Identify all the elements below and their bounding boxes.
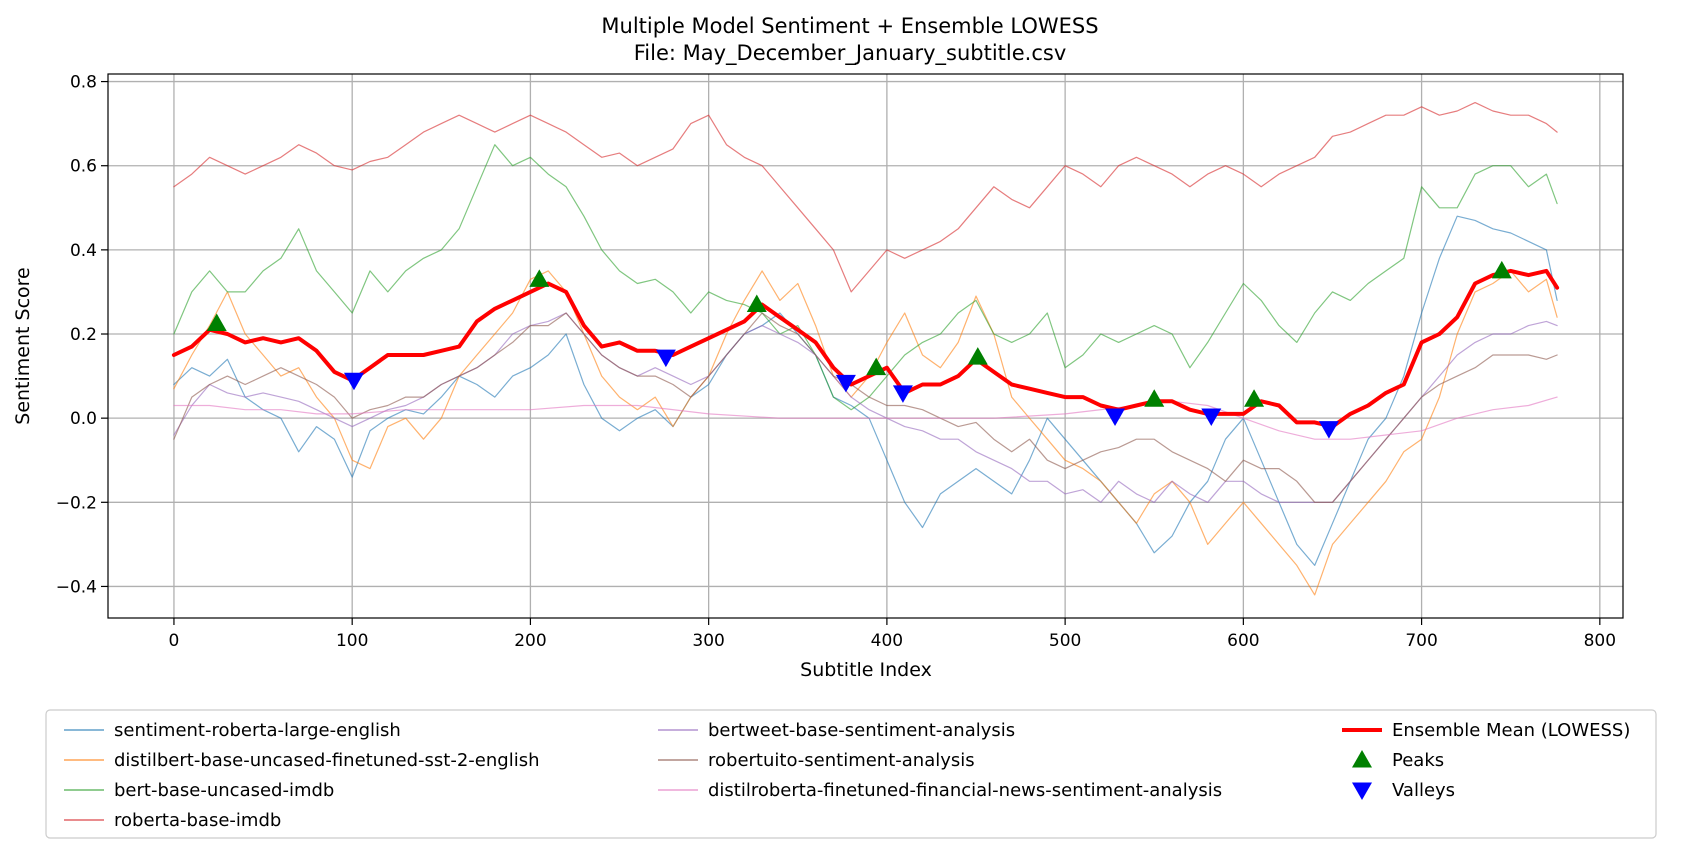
valley-marker: [892, 385, 913, 403]
peak-marker: [1144, 389, 1165, 407]
x-tick-label: 800: [1584, 631, 1616, 651]
ensemble-line: [171, 268, 1560, 429]
legend-label: roberta-base-imdb: [114, 810, 281, 831]
y-tick-label: 0.0: [70, 409, 97, 429]
x-tick-label: 400: [871, 631, 903, 651]
y-tick-label: 0.8: [70, 73, 97, 93]
peak-marker: [866, 357, 887, 376]
valley-marker: [835, 374, 856, 393]
x-axis-label: Subtitle Index: [800, 659, 932, 681]
x-tick-label: 300: [692, 631, 724, 651]
legend-swatch: [1352, 782, 1372, 800]
x-tick-label: 100: [336, 631, 368, 651]
chart-title: Multiple Model Sentiment + Ensemble LOWE…: [601, 14, 1098, 38]
series-line: [173, 215, 1558, 566]
axis-ticks: 0 100 200 300 400 500 600 700 800 −0.4 −0.2 0.0 0.2 0…: [56, 73, 1616, 651]
valley-marker: [655, 349, 676, 368]
legend-label: Peaks: [1392, 750, 1444, 771]
x-tick-label: 0: [169, 631, 180, 651]
peak-valley-markers: [206, 260, 1512, 439]
legend-label: Valleys: [1392, 780, 1455, 801]
legend-label: sentiment-roberta-large-english: [114, 720, 401, 741]
plot-frame: [107, 73, 1624, 619]
valley-marker: [1105, 408, 1126, 427]
x-tick-label: 200: [514, 631, 546, 651]
y-tick-label: −0.2: [56, 493, 97, 513]
grid: [108, 74, 1623, 618]
legend-label: distilroberta-finetuned-financial-news-s…: [708, 780, 1222, 801]
legend-swatch: [1352, 750, 1372, 768]
y-tick-label: 0.4: [70, 241, 97, 261]
peak-marker: [529, 269, 550, 287]
series-line: [173, 102, 1558, 293]
x-tick-label: 500: [1049, 631, 1081, 651]
legend-box: [45, 709, 1657, 839]
legend-label: Ensemble Mean (LOWESS): [1392, 720, 1630, 741]
peak-marker: [1244, 389, 1265, 407]
y-axis-label: Sentiment Score: [12, 267, 34, 424]
valley-marker: [1201, 408, 1222, 427]
x-tick-label: 600: [1227, 631, 1259, 651]
peak-marker: [1491, 260, 1512, 279]
series-line: [173, 312, 1558, 503]
legend-label: robertuito-sentiment-analysis: [708, 750, 975, 771]
legend: sentiment-roberta-large-english distilber…: [45, 709, 1657, 839]
legend-label: distilbert-base-uncased-finetuned-sst-2-…: [114, 750, 539, 771]
peak-marker: [967, 347, 988, 365]
series-lines: [171, 102, 1560, 596]
peak-marker: [746, 294, 767, 313]
y-tick-label: 0.6: [70, 157, 97, 177]
series-line: [173, 270, 1558, 596]
series-line: [173, 144, 1558, 411]
series-line: [173, 312, 1558, 503]
y-tick-label: −0.4: [56, 577, 97, 597]
series-line: [173, 396, 1558, 440]
valley-marker: [1318, 421, 1339, 439]
legend-label: bertweet-base-sentiment-analysis: [708, 720, 1015, 741]
chart-subtitle: File: May_December_January_subtitle.csv: [634, 41, 1067, 66]
x-tick-label: 700: [1405, 631, 1437, 651]
peak-marker: [206, 313, 227, 331]
legend-label: bert-base-uncased-imdb: [114, 780, 334, 801]
y-tick-label: 0.2: [70, 325, 97, 345]
valley-marker: [343, 372, 364, 391]
